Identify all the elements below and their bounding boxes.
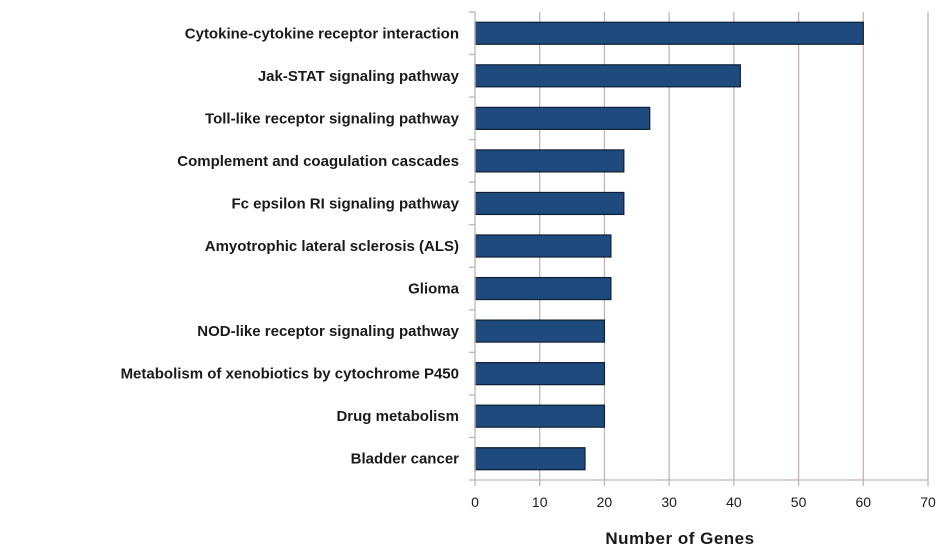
category-labels: Cytokine-cytokine receptor interaction Ja… [121, 25, 460, 467]
category-label: Metabolism of xenobiotics by cytochrome … [121, 366, 459, 383]
x-tick-label: 40 [726, 494, 742, 510]
x-tick-label: 60 [855, 494, 871, 510]
bar [474, 21, 864, 45]
category-label: Jak-STAT signaling pathway [258, 68, 460, 85]
category-label: Fc epsilon RI signaling pathway [231, 195, 459, 212]
axes [469, 11, 929, 486]
x-axis-title: Number of Genes [605, 529, 754, 548]
x-tick-label: 20 [597, 494, 613, 510]
category-label: Complement and coagulation cascades [177, 153, 459, 170]
category-label: NOD-like receptor signaling pathway [197, 323, 459, 340]
bar [474, 234, 612, 258]
x-tick-label: 30 [661, 494, 677, 510]
grid-lines [539, 12, 929, 480]
bar [474, 64, 741, 88]
category-label: Cytokine-cytokine receptor interaction [185, 25, 459, 42]
bar [474, 106, 651, 130]
category-label: Amyotrophic lateral sclerosis (ALS) [205, 238, 459, 255]
x-tick-label: 50 [791, 494, 807, 510]
category-label: Toll-like receptor signaling pathway [205, 110, 460, 127]
category-label: Glioma [408, 281, 460, 298]
bar [474, 362, 606, 386]
bar [474, 276, 612, 301]
bar [474, 319, 606, 343]
x-tick-label: 10 [532, 494, 548, 510]
bar [474, 191, 625, 216]
x-tick-labels: 0 10 20 30 40 50 60 70 [471, 494, 936, 510]
x-tick-label: 70 [920, 494, 936, 510]
x-tick-label: 0 [471, 494, 479, 510]
bar [474, 447, 586, 471]
bar [474, 149, 625, 173]
bar [474, 404, 606, 428]
bars [474, 21, 864, 471]
category-label: Drug metabolism [336, 408, 459, 425]
category-label: Bladder cancer [351, 451, 460, 468]
